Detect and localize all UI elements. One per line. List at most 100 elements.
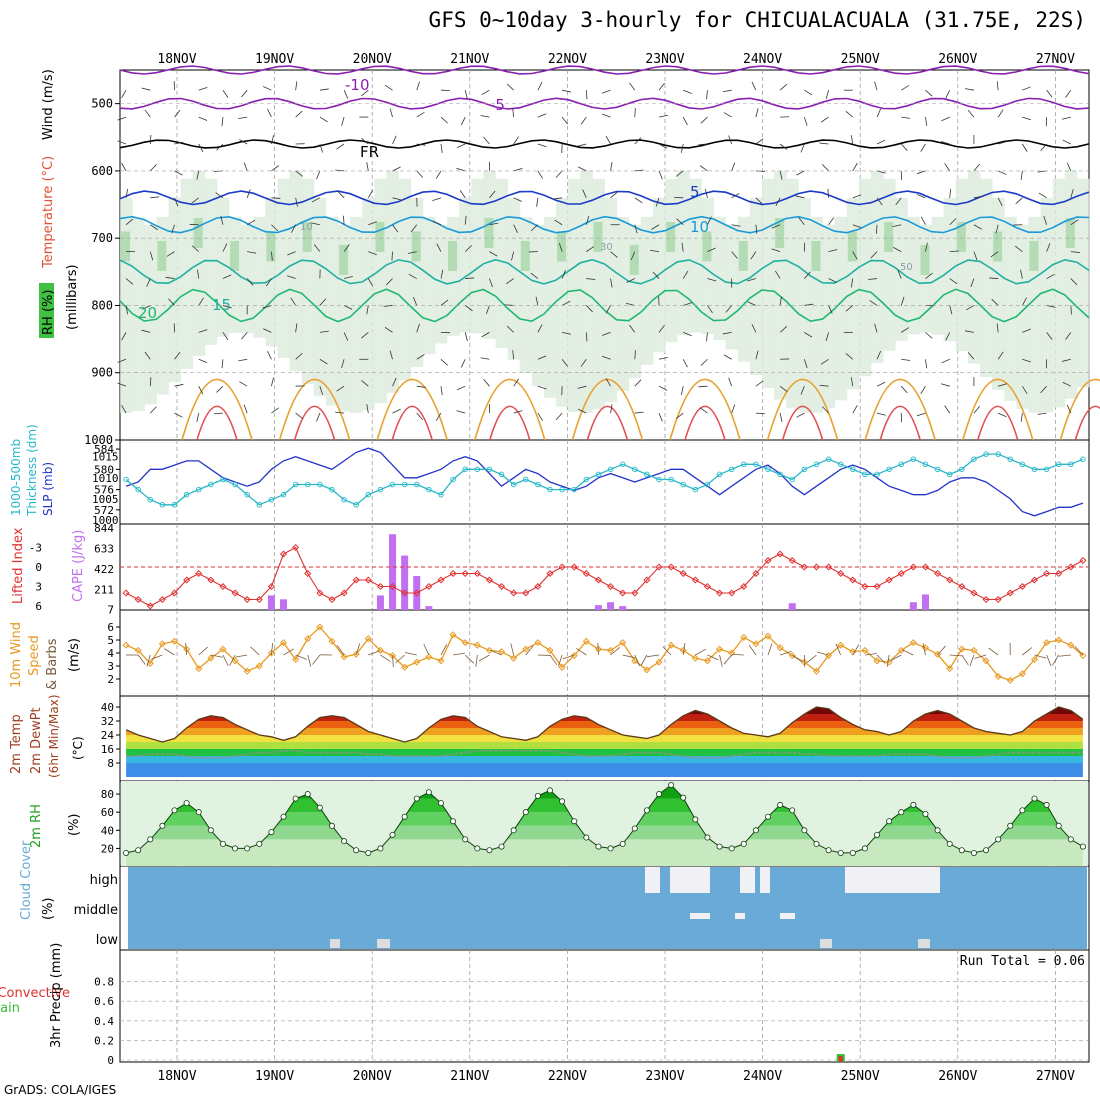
wind-barb	[389, 350, 393, 360]
wind-barb	[271, 165, 279, 172]
wind-speed-marker	[352, 650, 360, 658]
rh-marker	[389, 831, 396, 838]
y-axis-units-label: 3hr Precip (mm)	[49, 943, 64, 1048]
rh-marker	[728, 845, 735, 852]
y-tick-label: 900	[91, 366, 113, 380]
wind-barb	[937, 645, 946, 656]
panel-frame-slp-thickness	[119, 439, 1090, 525]
lifted-index-marker	[1067, 563, 1075, 571]
wind-barb	[314, 244, 321, 252]
wind-barb	[164, 648, 175, 656]
y-tick-label: 0.4	[94, 1015, 114, 1028]
wind-barb	[845, 305, 854, 312]
y2-tick-label: 1015	[92, 451, 119, 464]
rh-shade-wet	[121, 231, 131, 262]
wind-barb	[174, 109, 181, 118]
wind-speed-marker	[764, 632, 772, 640]
wind-barb	[707, 216, 712, 225]
warm-contour	[1074, 405, 1100, 441]
y-tick-label: 580	[94, 463, 114, 476]
cloud-middle-block	[780, 913, 795, 919]
rh-shade	[398, 178, 412, 381]
wind-barb	[601, 331, 611, 336]
rh-marker	[716, 843, 723, 850]
wind-barb	[295, 197, 298, 207]
y2-tick-label: 211	[94, 584, 114, 597]
thickness-series-line-marker	[607, 466, 614, 473]
wind-barb	[1052, 654, 1060, 666]
rh-marker	[813, 840, 820, 847]
wind-speed-marker	[316, 623, 324, 631]
wind-barb	[675, 170, 684, 177]
wind-barb	[902, 649, 914, 656]
wind-barb	[850, 278, 854, 288]
lifted-index-marker	[619, 589, 627, 597]
wind-barb	[750, 251, 757, 260]
rh-marker	[777, 801, 784, 808]
wind-barb	[1058, 654, 1071, 657]
wind-barb	[319, 88, 329, 91]
wind-barb	[997, 412, 1007, 418]
rh-shade	[277, 178, 291, 358]
wind-speed-marker	[558, 663, 566, 671]
rh-shade	[265, 197, 278, 347]
lifted-index-marker	[849, 576, 857, 584]
wind-barb	[165, 276, 175, 279]
wind-barb	[361, 380, 369, 387]
rh-shade-wet	[375, 221, 385, 252]
thickness-series-line-marker	[208, 481, 214, 488]
y-tick-label: 80	[101, 788, 114, 801]
wind-barb	[335, 411, 345, 414]
wind-barb	[408, 273, 417, 279]
thickness-series-line-marker	[741, 461, 747, 468]
legend-label-rain: Total / Rain	[0, 1001, 20, 1016]
wind-barb	[246, 219, 256, 226]
wind-barb	[767, 643, 773, 656]
y-axis-label-lifted-index: Lifted Index	[11, 527, 26, 604]
y-axis-units-label: (%)	[41, 898, 56, 921]
wind-barb	[144, 109, 151, 118]
wind-barb	[263, 86, 272, 91]
lifted-index-marker	[304, 569, 312, 578]
isotherm-label: 10	[690, 218, 709, 236]
wind-barb	[535, 296, 539, 306]
wind-barb	[990, 251, 999, 258]
wind-barb	[222, 332, 229, 341]
cape-bar	[594, 605, 602, 610]
wind-speed-marker	[473, 641, 481, 649]
wind-barb	[553, 197, 563, 200]
rh-marker	[946, 840, 953, 847]
wind-barb	[220, 215, 224, 225]
wind-speed-marker	[1006, 676, 1014, 684]
wind-barb	[1065, 332, 1072, 340]
wind-barb	[174, 170, 183, 176]
wind-barb	[852, 251, 858, 260]
wind-barb	[295, 352, 303, 360]
rh-shade	[556, 197, 569, 407]
rh-marker	[1007, 822, 1014, 829]
wind-barb	[392, 197, 402, 201]
wind-barb	[367, 278, 374, 287]
rh-shade	[1064, 170, 1078, 399]
rh-shade	[1004, 216, 1017, 401]
wind-barb	[174, 383, 184, 387]
thickness-series-line-marker	[450, 476, 456, 483]
rh-marker	[365, 849, 372, 856]
thickness-series-line-marker	[959, 466, 965, 473]
wind-barb	[803, 116, 808, 126]
rh-shade	[350, 216, 363, 414]
wind-barb	[629, 324, 636, 333]
wind-barb	[247, 251, 257, 254]
rh-marker	[825, 847, 832, 854]
lifted-index-marker	[570, 563, 578, 571]
rh-marker	[377, 845, 384, 852]
wind-barb	[361, 332, 369, 339]
rh-marker	[1043, 801, 1050, 808]
wind-barb	[150, 196, 160, 199]
rh-marker	[280, 813, 287, 820]
wind-barb	[319, 116, 328, 123]
warm-contour	[766, 378, 839, 441]
wind-barb	[222, 274, 232, 279]
thickness-series-line-marker	[753, 461, 759, 468]
wind-speed-marker	[485, 646, 493, 654]
